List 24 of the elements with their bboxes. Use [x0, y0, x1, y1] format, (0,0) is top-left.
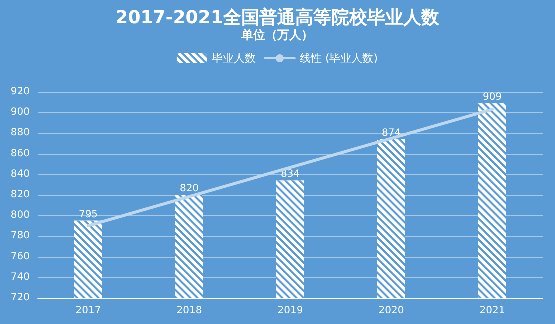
legend-label: 线性 (毕业人数) [300, 52, 378, 65]
y-tick-label: 780 [10, 230, 30, 242]
x-tick-label: 2021 [480, 306, 506, 316]
chart-title: 2017-2021全国普通高等院校毕业人数 [116, 8, 440, 28]
data-label: 795 [78, 209, 98, 220]
data-label: 874 [382, 128, 402, 139]
x-tick-label: 2017 [76, 306, 102, 316]
y-tick-label: 760 [10, 251, 30, 262]
data-label: 909 [482, 92, 502, 103]
y-tick-label: 740 [10, 272, 30, 283]
y-tick-label: 720 [10, 292, 30, 304]
y-tick-label: 920 [10, 86, 30, 98]
x-tick-label: 2019 [278, 306, 304, 316]
y-tick-label: 880 [10, 128, 30, 139]
y-tick-label: 800 [10, 210, 30, 222]
x-tick-label: 2018 [176, 306, 202, 316]
y-tick-label: 860 [10, 148, 30, 160]
y-tick-label: 900 [10, 107, 30, 118]
data-label: 820 [180, 184, 200, 194]
chart-subtitle: 单位（万人） [240, 28, 314, 42]
y-tick-label: 840 [10, 168, 30, 180]
legend-label: 毕业人数 [212, 52, 256, 65]
y-tick-label: 820 [10, 190, 30, 200]
x-tick-label: 2020 [378, 306, 404, 316]
